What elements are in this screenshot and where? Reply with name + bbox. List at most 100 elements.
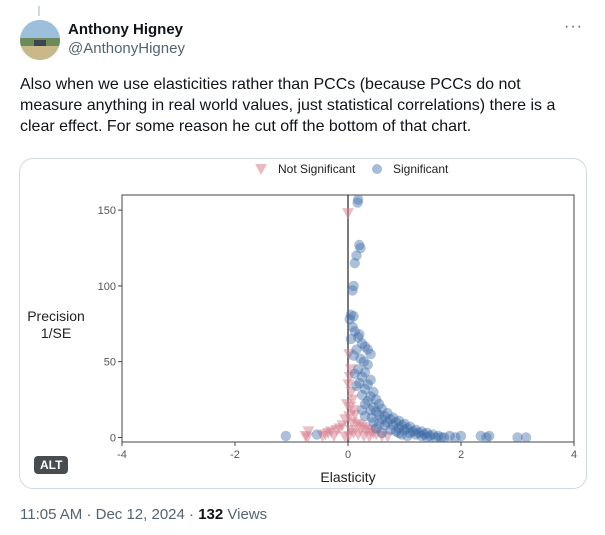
views-label: Views — [227, 506, 268, 523]
tweet-date[interactable]: Dec 12, 2024 — [95, 506, 185, 523]
x-tick-label: -2 — [230, 449, 240, 461]
significant-point — [349, 368, 360, 380]
significant-point — [351, 344, 362, 355]
not-significant-point — [343, 349, 356, 361]
significant-point — [368, 417, 379, 428]
y-tick-label: 50 — [104, 357, 116, 369]
significant-point — [368, 386, 379, 398]
significant-point — [356, 338, 368, 349]
legend-not-significant-marker — [255, 164, 267, 175]
not-significant-point — [363, 431, 376, 443]
significant-point — [396, 429, 407, 440]
significant-point — [373, 409, 385, 420]
not-significant-point — [342, 379, 355, 391]
author-handle[interactable]: @AnthonyHigney — [68, 40, 185, 57]
significant-point — [520, 432, 532, 443]
x-axis: -4 -2 0 2 4 — [117, 442, 577, 461]
significant-point — [348, 311, 359, 322]
not-significant-point — [316, 430, 329, 442]
significant-point — [365, 404, 376, 416]
significant-point — [376, 414, 388, 425]
more-options-icon[interactable]: ··· — [564, 18, 583, 35]
significant-point — [349, 326, 360, 337]
significant-point — [359, 383, 371, 395]
significant-point — [390, 417, 402, 428]
x-tick-label: 4 — [571, 449, 577, 461]
significant-point — [352, 364, 364, 375]
not-significant-point — [327, 430, 340, 442]
significant-point — [354, 377, 365, 389]
y-tick-label: 150 — [98, 205, 116, 217]
significant-point — [512, 432, 523, 443]
significant-point — [311, 429, 323, 440]
significant-point — [388, 412, 399, 423]
tweet-text: Also when we use elasticities rather tha… — [20, 76, 556, 135]
significant-point — [359, 398, 371, 410]
not-significant-point — [342, 208, 354, 220]
significant-point — [450, 432, 461, 443]
tweet-time[interactable]: 11:05 AM — [20, 506, 83, 523]
significant-point — [365, 348, 376, 360]
significant-point — [362, 379, 373, 390]
significant-points — [280, 194, 532, 443]
significant-point — [410, 424, 421, 436]
significant-point — [385, 414, 396, 425]
alt-badge[interactable]: ALT — [34, 456, 69, 474]
significant-point — [388, 420, 399, 431]
significant-point — [355, 242, 366, 254]
views-count: 132 — [198, 506, 224, 523]
significant-point — [404, 421, 416, 433]
significant-point — [396, 420, 407, 431]
significant-point — [371, 406, 382, 417]
significant-point — [419, 429, 430, 440]
significant-point — [393, 423, 405, 434]
y-axis-label-line1: Precision — [27, 308, 85, 324]
significant-point — [358, 356, 370, 367]
author-block: Anthony Higney @AnthonyHigney — [68, 20, 185, 58]
significant-point — [382, 408, 393, 419]
meta-separator: · — [86, 506, 92, 523]
significant-point — [352, 332, 364, 343]
significant-point — [365, 391, 376, 402]
x-tick-label: 2 — [458, 449, 464, 461]
tweet-image[interactable]: Not Significant Significant 0 50 100 150 -4… — [19, 158, 587, 489]
significant-point — [362, 395, 373, 407]
significant-point — [362, 344, 373, 355]
meta-separator: · — [189, 506, 195, 523]
significant-point — [427, 429, 438, 440]
significant-point — [399, 418, 410, 430]
significant-point — [355, 353, 366, 364]
significant-point — [379, 411, 390, 422]
significant-point — [368, 401, 379, 413]
author-name[interactable]: Anthony Higney — [68, 21, 183, 38]
not-significant-points — [299, 208, 394, 444]
not-significant-point — [339, 414, 352, 426]
thread-line — [38, 6, 40, 16]
significant-point — [407, 426, 419, 437]
significant-point — [356, 404, 368, 416]
significant-point — [484, 430, 495, 442]
significant-point — [382, 417, 393, 428]
significant-point — [385, 424, 396, 436]
avatar[interactable] — [20, 20, 60, 60]
not-significant-point — [381, 431, 394, 443]
significant-point — [349, 257, 360, 269]
significant-point — [410, 429, 421, 440]
significant-point — [354, 329, 365, 340]
significant-point — [444, 430, 455, 442]
y-axis: 0 50 100 150 — [98, 205, 122, 444]
significant-point — [421, 427, 433, 439]
significant-point — [371, 394, 382, 405]
significant-point — [366, 412, 377, 423]
significant-point — [413, 427, 424, 439]
significant-point — [481, 432, 492, 443]
significant-point — [402, 423, 413, 434]
significant-point — [347, 321, 358, 333]
significant-point — [393, 415, 405, 426]
significant-point — [352, 194, 364, 205]
significant-point — [371, 423, 382, 434]
not-significant-point — [344, 364, 357, 376]
significant-point — [280, 430, 292, 442]
significant-point — [430, 432, 441, 443]
significant-point — [348, 280, 359, 292]
